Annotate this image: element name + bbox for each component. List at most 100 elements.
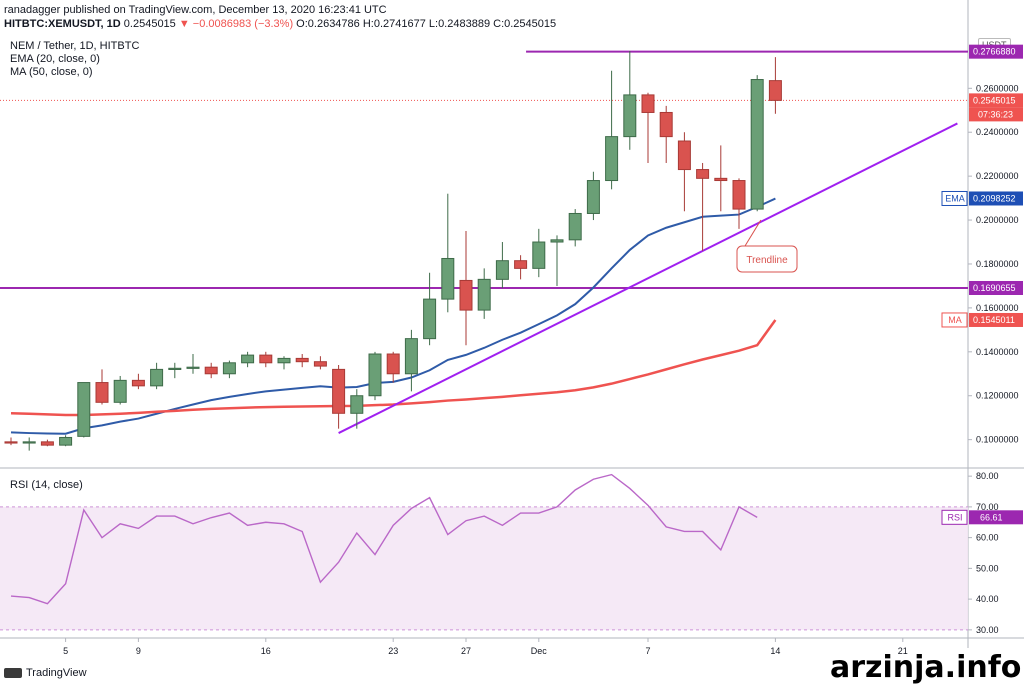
- candle-body: [113, 379, 127, 403]
- candle-body: [623, 94, 637, 138]
- candle-body: [641, 94, 655, 113]
- rsi-tick-label: 40.00: [976, 594, 999, 604]
- publisher-line: ranadagger published on TradingView.com,…: [4, 4, 387, 16]
- candle: [40, 439, 54, 447]
- rsi-tick-label: 70.00: [976, 502, 999, 512]
- candle-body: [22, 441, 36, 444]
- candle-body: [131, 379, 145, 387]
- candle-body: [750, 79, 764, 210]
- candle: [113, 375, 127, 405]
- price-change: ▼ −0.0086983 (−3.3%): [178, 18, 294, 30]
- rsi-tag-label: 66.61: [980, 512, 1003, 522]
- candle: [22, 437, 36, 451]
- rsi-tick-label: 60.00: [976, 533, 999, 543]
- candle: [514, 255, 528, 280]
- candle-body: [714, 177, 728, 182]
- time-tick-label: 9: [136, 646, 141, 656]
- time-tick-label: 14: [770, 646, 780, 656]
- candle-body: [332, 368, 346, 414]
- candle-body: [77, 382, 91, 437]
- candle-body: [59, 436, 73, 446]
- candle-body: [423, 298, 437, 340]
- last-price-tag-box: [969, 93, 1023, 108]
- candle-body: [4, 441, 18, 444]
- candle: [204, 362, 218, 379]
- ema-tag-label: 0.2098252: [973, 193, 1016, 203]
- candle: [532, 228, 546, 278]
- ema-tag-prefix: EMA: [945, 193, 965, 203]
- candle-body: [659, 111, 673, 138]
- candle: [259, 351, 273, 368]
- candle-body: [495, 260, 509, 280]
- candle-body: [459, 279, 473, 311]
- candle-body: [677, 140, 691, 171]
- countdown-label: 07:36:23: [978, 109, 1013, 119]
- price-tick-label: 0.2000000: [976, 215, 1019, 225]
- candle-body: [295, 357, 309, 363]
- candle-body: [95, 382, 109, 403]
- support-tag-label: 0.1690655: [973, 283, 1016, 293]
- candle: [4, 437, 18, 446]
- candle: [696, 162, 710, 251]
- ema-legend[interactable]: EMA (20, close, 0): [10, 53, 100, 65]
- candle: [623, 50, 637, 150]
- resistance-tag-box: [969, 44, 1023, 59]
- site-watermark: arzinja.info: [830, 650, 1022, 685]
- candle: [241, 351, 255, 368]
- candle-body: [350, 395, 364, 414]
- last-price: 0.2545015: [123, 18, 176, 30]
- ma-legend[interactable]: MA (50, close, 0): [10, 66, 93, 78]
- candle: [568, 209, 582, 247]
- countdown-box: [969, 107, 1023, 122]
- candle-body: [241, 354, 255, 364]
- candle-body: [532, 241, 546, 269]
- candle: [459, 231, 473, 346]
- candle: [714, 145, 728, 212]
- price-tick-label: 0.2200000: [976, 171, 1019, 181]
- candle: [423, 272, 437, 346]
- ma-tag-prefix: MA: [948, 315, 962, 325]
- candle-body: [477, 278, 491, 311]
- rsi-tick-label: 30.00: [976, 625, 999, 635]
- candle: [441, 193, 455, 313]
- candle: [768, 57, 782, 114]
- candle-body: [313, 361, 327, 367]
- candle-body: [441, 257, 455, 300]
- candle-body: [40, 441, 54, 446]
- candle: [332, 364, 346, 429]
- price-tick-label: 0.2400000: [976, 127, 1019, 137]
- ema-tag-prefix-box: [941, 190, 968, 206]
- ema-tag-box: [969, 191, 1023, 206]
- time-tick-label: 16: [261, 646, 271, 656]
- rsi-legend[interactable]: RSI (14, close): [10, 479, 83, 491]
- price-tick-label: 0.1600000: [976, 303, 1019, 313]
- candle: [495, 242, 509, 289]
- ma-line: [10, 319, 777, 417]
- candle: [641, 92, 655, 163]
- candle-body: [222, 362, 236, 375]
- candle: [222, 360, 236, 379]
- ma-tag-prefix-box: [941, 312, 968, 328]
- rsi-tag-prefix: RSI: [947, 512, 962, 522]
- candle-body: [368, 353, 382, 397]
- candle: [477, 268, 491, 319]
- candle-body: [404, 338, 418, 375]
- candle-body: [550, 239, 564, 243]
- candle-body: [768, 80, 782, 101]
- symbol: HITBTC:XEMUSDT, 1D: [4, 18, 121, 30]
- candle-body: [204, 366, 218, 375]
- candle-body: [259, 354, 273, 364]
- candle-body: [568, 212, 582, 241]
- ma-tag-box: [969, 312, 1023, 327]
- candle: [277, 356, 291, 370]
- candle: [404, 329, 418, 392]
- candle-body: [732, 180, 746, 210]
- price-tick-label: 0.2600000: [976, 83, 1019, 93]
- ma-tag-label: 0.1545011: [973, 315, 1015, 325]
- support-tag-box: [969, 280, 1023, 295]
- time-tick-label: 27: [461, 646, 471, 656]
- time-tick-label: 5: [63, 646, 68, 656]
- rsi-tick-label: 80.00: [976, 471, 999, 481]
- price-tick-label: 0.1000000: [976, 435, 1019, 445]
